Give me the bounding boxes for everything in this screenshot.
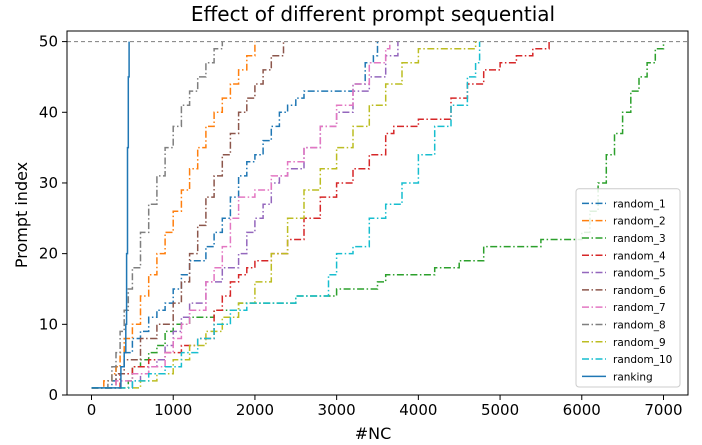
legend-label: random_5 (613, 268, 666, 280)
series-line-random-3 (91, 41, 665, 389)
y-tick-label: 0 (48, 386, 58, 404)
x-tick-label: 2000 (236, 401, 274, 419)
x-tick-label: 1000 (154, 401, 192, 419)
series-line-ranking (91, 41, 130, 389)
y-tick-label: 40 (39, 103, 58, 121)
plot-frame (66, 30, 689, 396)
series-line-random-10 (91, 41, 481, 389)
y-tick-label: 30 (39, 174, 58, 192)
legend-label: random_3 (613, 233, 666, 245)
x-tick-label: 4000 (399, 401, 437, 419)
legend-label: random_10 (613, 354, 672, 366)
legend-label: random_4 (613, 250, 666, 262)
series-layer (91, 41, 665, 389)
legend-label: random_7 (613, 302, 666, 314)
plot-area (66, 30, 689, 396)
series-line-random-6 (91, 41, 285, 389)
y-tick-label: 20 (39, 245, 58, 263)
series-line-random-7 (91, 41, 391, 389)
x-tick-label: 7000 (644, 401, 682, 419)
x-axis-title: #NC (355, 424, 392, 443)
y-axis-title: Prompt index (12, 162, 31, 268)
y-axis: 0 10 20 30 40 50 (39, 33, 67, 404)
x-tick-label: 6000 (563, 401, 601, 419)
series-line-random-5 (91, 41, 399, 389)
x-tick-label: 3000 (318, 401, 356, 419)
legend-label: random_6 (613, 285, 666, 297)
legend: random_1 random_2 random_3 random_4 random_5… (575, 188, 681, 388)
legend-label: ranking (613, 371, 653, 383)
x-tick-label: 5000 (481, 401, 519, 419)
x-tick-label: 0 (87, 401, 97, 419)
series-line-random-8 (91, 41, 224, 389)
legend-label: random_2 (613, 216, 666, 228)
legend-label: random_9 (613, 337, 666, 349)
series-line-random-1 (91, 41, 379, 389)
y-tick-label: 50 (39, 33, 58, 51)
series-line-random-9 (91, 41, 477, 389)
x-axis: 0 1000 2000 3000 4000 5000 6000 7000 (87, 395, 683, 419)
series-line-random-4 (91, 41, 550, 389)
chart-title: Effect of different prompt sequential (191, 2, 555, 26)
legend-label: random_8 (613, 319, 666, 331)
y-tick-label: 10 (39, 315, 58, 333)
legend-label: random_1 (613, 198, 666, 210)
